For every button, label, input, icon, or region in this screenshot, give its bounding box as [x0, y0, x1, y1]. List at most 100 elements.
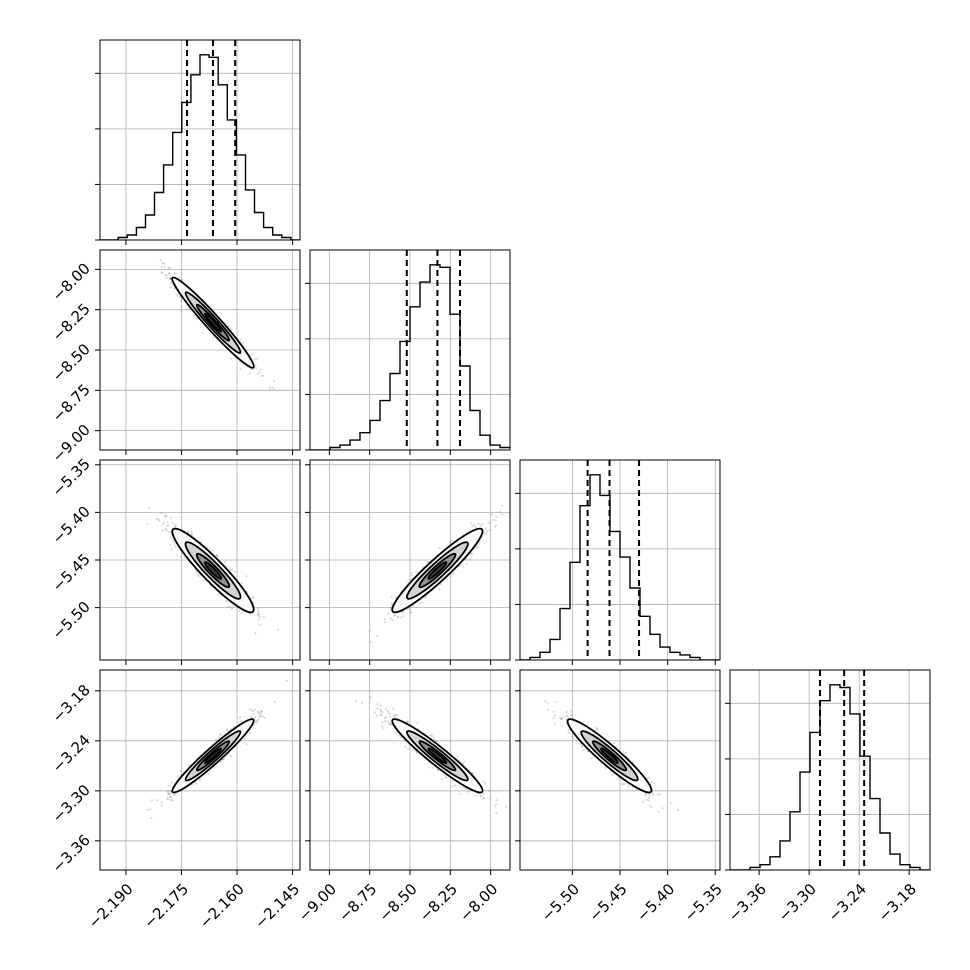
x-tick-label: −8.75: [335, 880, 380, 925]
sample-point: [380, 710, 383, 713]
sample-point: [166, 798, 169, 801]
sample-point: [493, 805, 496, 808]
sample-point: [251, 596, 254, 600]
panel-frame: [99, 459, 301, 661]
sample-point: [217, 592, 220, 595]
sample-point: [555, 701, 558, 704]
sample-point: [190, 532, 193, 535]
sample-point: [174, 523, 177, 527]
sample-point: [173, 271, 176, 275]
sample-point: [389, 723, 392, 726]
sample-point: [169, 792, 172, 795]
sample-point: [605, 733, 608, 736]
sample-point: [632, 760, 635, 764]
sample-point: [402, 614, 405, 618]
sample-point: [354, 700, 357, 703]
density-contour: [600, 747, 619, 765]
sample-point: [216, 555, 219, 558]
sample-point: [227, 605, 231, 608]
sample-point: [258, 715, 261, 718]
sample-point: [168, 530, 171, 534]
sample-point: [409, 611, 412, 614]
sample-point: [165, 514, 168, 517]
sample-point: [451, 572, 455, 575]
sample-point: [648, 804, 651, 807]
sample-point: [190, 530, 193, 533]
sample-point: [241, 611, 244, 615]
sample-point: [239, 367, 242, 370]
sample-point: [169, 277, 172, 281]
sample-point: [462, 565, 465, 568]
sample-point: [379, 708, 382, 711]
sample-point: [621, 783, 625, 786]
sample-point: [572, 737, 575, 740]
panel-3-0: −2.190 −2.175 −2.160 −2.145−3.36−3.30−3.24−…: [49, 669, 303, 932]
sample-point: [479, 795, 482, 798]
sample-point: [604, 767, 607, 770]
sample-point: [424, 596, 427, 599]
sample-point: [159, 258, 162, 262]
sample-point: [256, 372, 259, 375]
sample-point: [170, 517, 173, 520]
sample-point: [389, 713, 392, 716]
sample-point: [257, 711, 260, 714]
sample-point: [192, 314, 195, 317]
sample-point: [178, 295, 181, 298]
sample-point: [169, 277, 172, 280]
sample-point: [492, 518, 495, 522]
sample-point: [258, 615, 261, 618]
sample-point: [243, 737, 246, 740]
sample-point: [449, 575, 452, 578]
sample-point: [479, 524, 482, 527]
sample-point: [552, 716, 556, 720]
sample-point: [157, 518, 160, 521]
sample-point: [393, 716, 396, 719]
sample-point: [410, 574, 413, 577]
sample-point: [440, 777, 444, 781]
sample-point: [662, 807, 665, 810]
sample-point: [254, 367, 257, 370]
sample-point: [431, 766, 434, 769]
sample-point: [560, 717, 563, 720]
sample-point: [258, 712, 261, 716]
sample-point: [569, 713, 572, 717]
sample-point: [373, 711, 377, 714]
y-tick-label: −9.00: [49, 421, 94, 466]
sample-point: [255, 357, 258, 361]
sample-point: [430, 734, 434, 737]
y-tick-label: −5.45: [49, 550, 94, 595]
sample-point: [488, 797, 491, 800]
sample-point: [552, 710, 555, 713]
sample-point: [445, 776, 448, 779]
sample-point: [254, 715, 257, 718]
sample-point: [249, 715, 253, 719]
x-tick-label: −2.190: [85, 880, 137, 932]
sample-point: [564, 715, 567, 718]
sample-point: [475, 794, 478, 797]
sample-point: [222, 758, 225, 761]
sample-point: [268, 388, 271, 392]
sample-point: [199, 778, 202, 782]
sample-point: [178, 275, 181, 278]
sample-point: [471, 772, 474, 775]
sample-point: [436, 769, 439, 772]
sample-point: [389, 722, 392, 725]
sample-point: [165, 529, 168, 532]
sample-point: [169, 281, 172, 285]
sample-point: [398, 734, 401, 738]
sample-point: [408, 608, 412, 611]
sample-point: [651, 792, 654, 795]
sample-point: [491, 513, 494, 516]
sample-point: [623, 782, 626, 786]
x-tick-label: −2.145: [251, 880, 303, 932]
sample-point: [415, 570, 418, 573]
sample-point: [400, 611, 403, 614]
sample-point: [544, 700, 547, 703]
sample-point: [230, 357, 233, 360]
sample-point: [676, 808, 680, 812]
sample-point: [195, 782, 198, 786]
sample-point: [164, 516, 167, 519]
sample-point: [407, 721, 410, 724]
sample-point: [161, 261, 164, 265]
sample-point: [387, 612, 390, 615]
